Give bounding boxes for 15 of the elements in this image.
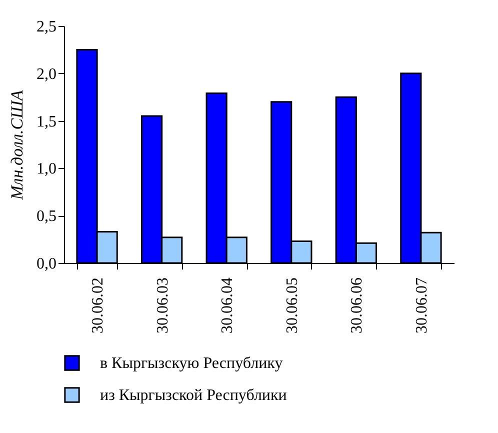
y-tick-label: 1,5 <box>36 113 56 130</box>
legend-label: в Кыргызскую Республику <box>100 355 283 372</box>
x-tick-label: 30.06.07 <box>413 278 430 334</box>
y-tick-label: 2,0 <box>36 66 56 83</box>
y-tick-label: 0,0 <box>36 256 56 272</box>
x-tick-label: 30.06.02 <box>90 278 107 334</box>
x-tick-label: 30.06.03 <box>154 278 172 334</box>
legend-label: из Кыргызской Республики <box>100 387 288 404</box>
x-tick-label: 30.06.04 <box>219 278 236 334</box>
y-tick-label: 1,0 <box>36 160 56 178</box>
y-axis-title: Млн.долл.США <box>8 90 26 201</box>
y-tick-label: 2,5 <box>36 18 56 36</box>
x-tick-label: 30.06.05 <box>284 278 301 334</box>
y-tick-label: 0,5 <box>36 208 56 226</box>
x-tick-label: 30.06.06 <box>348 278 366 334</box>
